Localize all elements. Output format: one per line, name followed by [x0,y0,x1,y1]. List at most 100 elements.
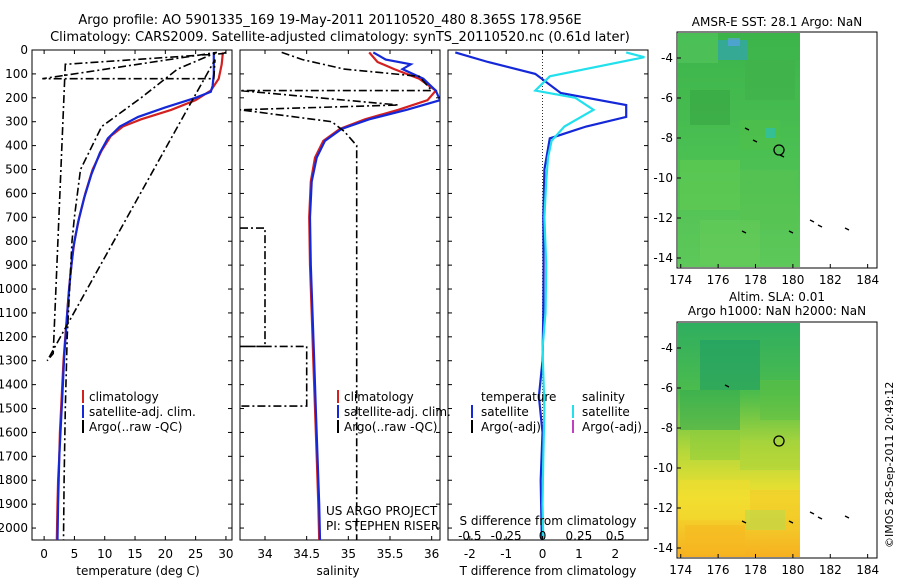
ytick-label: 200 [5,91,28,105]
map-cell [680,480,750,520]
map-ytick-label: -10 [653,461,673,475]
xtick-top-label: 0.25 [566,529,593,543]
map-ytick-label: -8 [661,421,673,435]
map-marker [809,219,815,223]
temperature-series-0 [55,52,224,540]
differences-series-1 [533,51,645,540]
ytick-label: 600 [5,186,28,200]
xtick-label: 0 [539,547,547,561]
legend-argo-s: Argo(..raw -QC) [344,420,437,434]
map-ytick-label: -12 [653,211,673,225]
map-marker [741,230,747,234]
map-xtick-label: 174 [669,563,692,577]
ytick-label: 300 [5,115,28,129]
xtick-label: 0 [40,547,48,561]
xtick-label: 35.5 [377,547,404,561]
map-cell [728,38,740,46]
xtick-label: 34 [257,547,272,561]
differences-legend: temperature satellite Argo(-adj) salinit… [471,390,642,434]
imos-stamp: ©IMOS 28-Sep-2011 20:49:12 [883,382,896,548]
xtick-label: 20 [158,547,173,561]
map-cell [678,33,718,63]
ytick-label: 1800 [0,473,28,487]
map-marker [817,516,823,520]
map-ytick-label: -4 [661,51,673,65]
ytick-label: 500 [5,163,28,177]
map-xtick-label: 184 [856,273,879,287]
map-cell [760,380,800,420]
xtick-top-label: -0.5 [458,529,481,543]
salinity-axes [239,49,441,541]
map-ytick-label: -6 [661,381,673,395]
ytick-label: 1000 [0,282,28,296]
ytick-label: 1600 [0,425,28,439]
differences-series-0 [454,51,628,540]
legend-sal-heading: salinity [582,390,625,404]
ytick-label: 1400 [0,378,28,392]
map-marker [724,384,730,388]
map-marker [788,230,794,234]
sst-map-title: AMSR-E SST: 28.1 Argo: NaN [692,15,862,29]
ytick-label: 1700 [0,449,28,463]
temperature-series-2 [42,51,227,540]
xtick-top-label: 0 [539,529,547,543]
ytick-label: 1100 [0,306,28,320]
legend-sal-sat: satellite [582,405,630,419]
map-cell [700,220,760,265]
map-marker [741,520,747,524]
legend-climatology-s: climatology [344,390,414,404]
map-xtick-label: 182 [819,273,842,287]
map-ytick-label: -8 [661,131,673,145]
header-line1: Argo profile: AO 5901335_169 19-May-2011… [78,13,581,28]
ytick-label: 2000 [0,521,28,535]
map-xtick-label: 182 [819,563,842,577]
salinity-legend: climatology satellite-adj. clim. Argo(..… [337,390,451,434]
ytick-label: 400 [5,139,28,153]
map-marker [817,224,823,228]
xtick-label: -1 [500,547,512,561]
salinity-series-0 [308,51,438,540]
ytick-label: 1200 [0,330,28,344]
xtick-label: 5 [71,547,79,561]
map-xtick-label: 184 [856,563,879,577]
ytick-label: 0 [20,43,28,57]
legend-temp-heading: temperature [481,390,556,404]
salinity-series-1 [308,51,440,540]
map-cell [700,340,760,390]
project-label: US ARGO PROJECT [326,504,438,518]
map-cell [718,40,748,60]
ytick-label: 1900 [0,497,28,511]
xtick-label: 15 [127,547,142,561]
map-marker [744,127,750,131]
sla-map-title2: Argo h1000: NaN h2000: NaN [688,304,866,318]
map-ytick-label: -10 [653,171,673,185]
map-ytick-label: -14 [653,251,673,265]
legend-satellite-s: satellite-adj. clim. [344,405,451,419]
map-cell [690,90,730,125]
map-xtick-label: 176 [707,563,730,577]
salinity-series-3 [240,227,308,407]
xtick-top-label: -0.25 [491,529,522,543]
temperature-legend: climatology satellite-adj. clim. Argo(..… [82,390,196,434]
sla-argo-location [773,435,785,447]
s-diff-label: S difference from climatology [460,514,637,528]
map-xtick-label: 178 [744,563,767,577]
map-marker [752,139,758,143]
ytick-label: 1300 [0,354,28,368]
map-cell [680,160,740,210]
map-cell [765,128,775,138]
map-xtick-label: 180 [781,563,804,577]
map-xtick-label: 178 [744,273,767,287]
map-ytick-label: -14 [653,541,673,555]
legend-temp-argo: Argo(-adj) [481,420,541,434]
map-cell [685,525,745,555]
map-ytick-label: -12 [653,501,673,515]
sst-argo-location [773,144,785,156]
map-marker [844,515,850,519]
legend-temp-sat: satellite [481,405,529,419]
ytick-label: 800 [5,234,28,248]
legend-climatology: climatology [89,390,159,404]
temperature-axes [31,49,233,541]
xtick-label: 1 [575,547,583,561]
